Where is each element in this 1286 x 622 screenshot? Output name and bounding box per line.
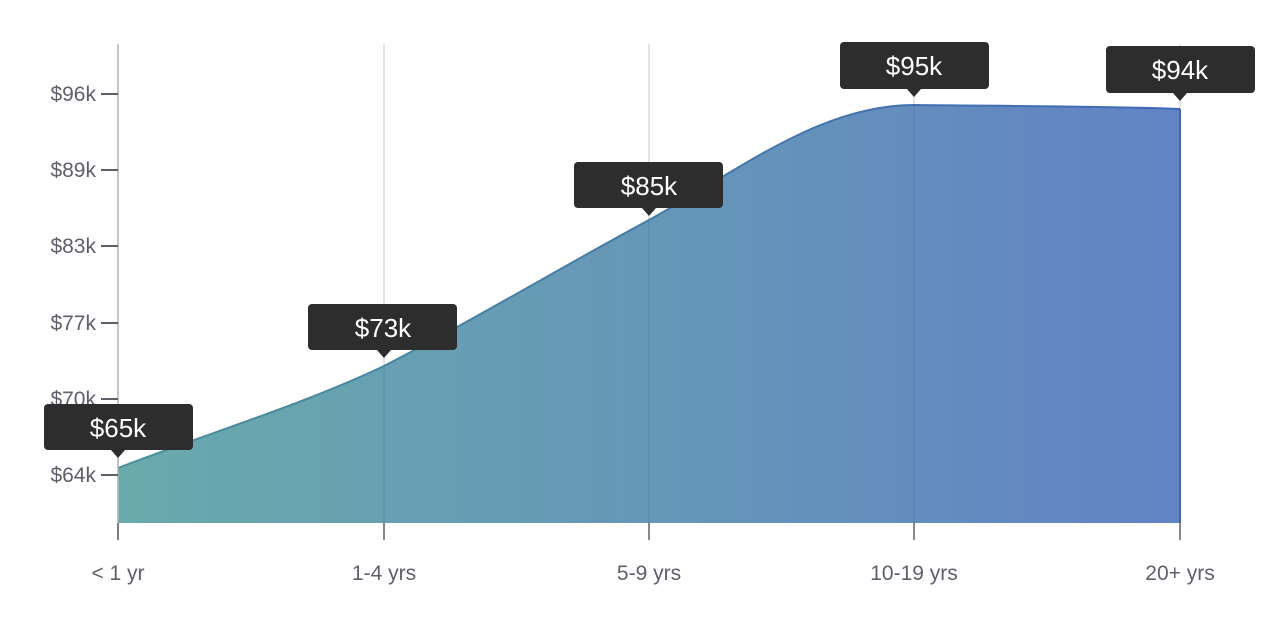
y-tick: $83k: [50, 235, 118, 258]
svg-text:$77k: $77k: [50, 312, 96, 335]
area-line: [117, 103, 1181, 469]
data-label-tooltip: $95k: [840, 42, 989, 97]
data-label-tooltip: $85k: [574, 162, 723, 216]
y-axis: $96k $89k $83k $77k $70k $64k: [50, 44, 119, 540]
data-label-tooltip: $94k: [1106, 46, 1255, 101]
y-tick: $64k: [50, 464, 118, 487]
y-tick: $77k: [50, 312, 118, 335]
y-tick: $89k: [50, 159, 118, 182]
svg-text:$64k: $64k: [50, 464, 96, 487]
x-tick-label: 10-19 yrs: [870, 562, 958, 585]
x-tick-label: 20+ yrs: [1145, 562, 1214, 585]
area-series: [118, 105, 1180, 523]
svg-text:$94k: $94k: [1152, 55, 1209, 85]
data-label-tooltip: $65k: [44, 404, 193, 458]
svg-text:$95k: $95k: [886, 51, 943, 81]
svg-text:$96k: $96k: [50, 83, 96, 106]
y-tick: $96k: [50, 83, 118, 106]
svg-text:$89k: $89k: [50, 159, 96, 182]
svg-text:$73k: $73k: [355, 313, 412, 343]
x-tick-label: 5-9 yrs: [617, 562, 681, 585]
svg-text:$85k: $85k: [621, 171, 678, 201]
svg-text:$65k: $65k: [90, 413, 147, 443]
x-tick-label: 1-4 yrs: [352, 562, 416, 585]
data-label-tooltip: $73k: [308, 304, 457, 358]
svg-text:$83k: $83k: [50, 235, 96, 258]
x-axis: < 1 yr 1-4 yrs 5-9 yrs 10-19 yrs 20+ yrs: [91, 523, 1215, 585]
x-tick-label: < 1 yr: [91, 562, 144, 585]
